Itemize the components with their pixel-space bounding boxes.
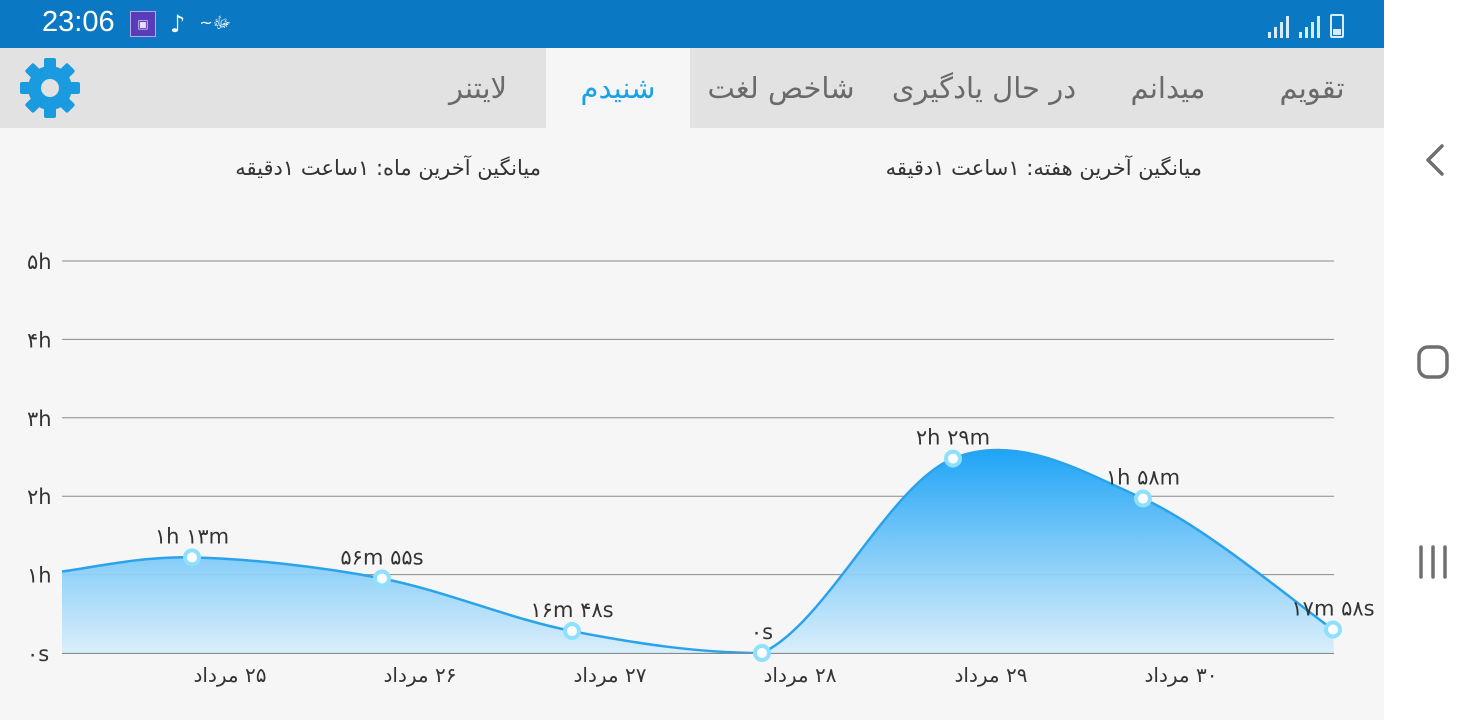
value-label: ۱۷m ۵۸s xyxy=(1291,596,1374,620)
week-average: میانگین آخرین هفته: ۱ساعت ۱دقیقه xyxy=(885,156,1202,180)
stats-content: میانگین آخرین هفته: ۱ساعت ۱دقیقه میانگین… xyxy=(0,128,1384,720)
tab-calendar[interactable]: تقویم xyxy=(1279,71,1345,105)
x-tick-label: ۲۸ مرداد xyxy=(764,663,837,687)
arabic-logo-icon: ~ﷻ xyxy=(199,12,231,32)
chevron-left-icon[interactable] xyxy=(1384,138,1480,186)
tab-leitner[interactable]: لایتنر xyxy=(448,71,508,105)
y-tick-label: ۳h xyxy=(27,407,52,431)
status-icons-left: ▣ ♪ ~ﷻ xyxy=(130,10,231,38)
tab-bar: لایتنر شنیدم شاخص لغت در حال یادگیری مید… xyxy=(0,48,1384,128)
data-point[interactable] xyxy=(373,569,391,588)
data-point[interactable] xyxy=(1324,620,1342,639)
data-point[interactable] xyxy=(563,622,581,641)
value-label: ۲h ۲۹m xyxy=(916,426,990,450)
x-tick-label: ۳۰ مرداد xyxy=(1145,663,1218,687)
status-time: 23:06 xyxy=(42,6,115,38)
status-bar: 23:06 ▣ ♪ ~ﷻ xyxy=(0,0,1384,48)
listening-time-chart: ۰s ۱h ۲h ۳h ۴h ۵h ۱h ۱۳m ۲۵ مرداد ۵۶m ۵۵s ۲۶ مرد… xyxy=(27,250,1375,687)
y-tick-label: ۰s xyxy=(27,642,49,666)
y-tick-label: ۵h xyxy=(27,250,52,274)
tab-word-index[interactable]: شاخص لغت xyxy=(707,71,855,105)
home-square-icon[interactable] xyxy=(1384,340,1480,388)
x-tick-label: ۲۹ مرداد xyxy=(955,663,1028,687)
value-label: ۱۶m ۴۸s xyxy=(530,598,613,622)
value-label: ۰s xyxy=(751,620,773,644)
tab-heard[interactable]: شنیدم xyxy=(546,48,690,128)
music-note-icon: ♪ xyxy=(170,10,186,38)
tab-learning[interactable]: در حال یادگیری xyxy=(891,71,1077,105)
x-tick-label: ۲۶ مرداد xyxy=(384,663,457,687)
app-icon: ▣ xyxy=(130,11,156,37)
status-icons-right xyxy=(1268,10,1344,38)
y-tick-label: ۴h xyxy=(27,328,52,352)
value-label: ۱h ۱۳m xyxy=(155,524,229,548)
data-point[interactable] xyxy=(183,548,201,567)
value-label: ۵۶m ۵۵s xyxy=(340,546,423,570)
x-tick-label: ۲۵ مرداد xyxy=(194,663,267,687)
y-tick-label: ۱h xyxy=(27,564,52,588)
tab-i-know[interactable]: میدانم xyxy=(1130,71,1206,105)
signal-icon xyxy=(1268,14,1289,38)
gear-icon[interactable] xyxy=(18,56,82,120)
chart-area-fill xyxy=(62,449,1334,653)
battery-icon xyxy=(1330,14,1344,38)
recents-icon[interactable] xyxy=(1384,540,1480,588)
month-average: میانگین آخرین ماه: ۱ساعت ۱دقیقه xyxy=(235,156,541,180)
signal-icon xyxy=(1299,14,1320,38)
y-tick-label: ۲h xyxy=(27,485,52,509)
navigation-bar xyxy=(1384,0,1480,720)
x-tick-label: ۲۷ مرداد xyxy=(574,663,647,687)
value-label: ۱h ۵۸m xyxy=(1106,466,1180,490)
data-point[interactable] xyxy=(944,449,962,468)
data-point[interactable] xyxy=(753,644,771,662)
chart-series-line xyxy=(62,448,1334,653)
data-point[interactable] xyxy=(1134,489,1152,508)
